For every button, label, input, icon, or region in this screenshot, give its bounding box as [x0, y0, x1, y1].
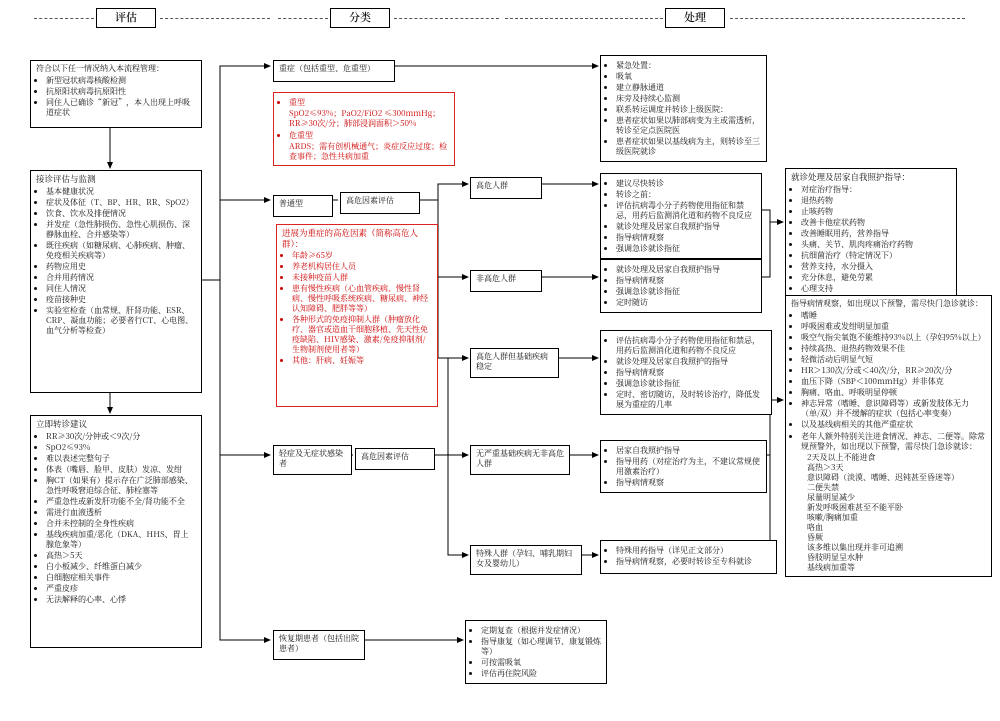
handle-r_c3: 评估抗病毒小分子药物使用指征和禁忌，用药后监测消化道和药物不良反应就诊处理及居家… — [600, 330, 772, 415]
evaluation-box: 接诊评估与监测基本健康状况症状及体征（T、BP、HR、RR、SpO2）饮食、饮水… — [30, 170, 202, 393]
handle-r_c4: 居家自我照护指导指导用药（对症治疗为主，不建议常规使用激素治疗）指导病情观察 — [600, 440, 767, 493]
handle-r_recover: 定期复查（根据并发症情况）指导康复（如心理调节、康复锻炼等）可按需吸氧评估再住院… — [465, 620, 607, 684]
intro-box: 符合以下任一情况纳入本流程管理：新型冠状病毒核酸检测抗原阳状病毒抗原阳性同住人已… — [30, 60, 202, 128]
category-c5: 特殊人群（孕妇、哺乳期妇女及婴幼儿） — [470, 545, 582, 575]
header-dash — [394, 18, 499, 19]
handle-r_emerg: 紧急处置：吸氧建立静脉通道床旁及持续心监测联系转运调度并转诊上级医院：患者症状如… — [600, 55, 767, 162]
criteria-severe-box: 重型SpO2≤93%；PaO2/FiO2 ≤300mmHg；RR≥30次/分；肺… — [273, 92, 455, 166]
common-label: 普通型 — [273, 195, 333, 217]
category-c1: 高危人群 — [470, 177, 542, 199]
header-dash — [34, 18, 94, 19]
risk-factors-box: 进展为重症的高危因素（简称高危人群）：年龄≥65岁养老机构居住人员未接种疫苗人群… — [276, 224, 438, 407]
section-header: 评估 — [96, 8, 156, 28]
risk-assess-1: 高危因素评估 — [340, 192, 420, 214]
handle-r_warn: 指导病情观察，如出现以下预警，需尽快门急诊就诊：嗜睡呼吸困难或发绀明显加重吸空气… — [785, 295, 992, 577]
risk-assess-2: 高危因素评估 — [355, 448, 435, 470]
section-header: 分类 — [330, 8, 390, 28]
handle-r_c2: 就诊处理及居家自我照护指导指导病情观察强调急诊就诊指征定时随访 — [600, 259, 762, 313]
header-dash — [505, 18, 663, 19]
handle-r_c5: 特殊用药指导（详见正文部分）指导病情观察，必要时转诊至专科就诊 — [600, 540, 777, 574]
category-c4: 无严重基础疾病无非高危人群 — [470, 445, 570, 475]
flowchart-page: 评估 分类 处理符合以下任一情况纳入本流程管理：新型冠状病毒核酸检测抗原阳状病毒抗原… — [0, 0, 1000, 721]
handle-r_home: 就诊处理及居家自我照护指导：对症治疗指导：退热药物止咳药物改善卡他症状药物改善睡… — [785, 168, 957, 310]
section-header: 处理 — [665, 8, 725, 28]
handle-r_fast: 建议尽快转诊转诊之前：评估抗病毒小分子药物使用指征和禁忌，用药后监测消化道和药物… — [600, 173, 762, 259]
header-dash — [730, 18, 965, 19]
header-dash — [278, 18, 328, 19]
severe-label: 重症（包括重型、危重型） — [273, 60, 395, 82]
category-c3: 高危人群但基础疾病稳定 — [470, 348, 559, 378]
header-dash — [160, 18, 270, 19]
recovery-label: 恢复期患者（包括出院患者） — [273, 630, 365, 660]
category-c2: 非高危人群 — [470, 270, 542, 292]
immediate-referral-box: 立即转诊建议RR≥30次/分钟或＜9次/分SpO2≤93%难以表述完整句子体表（… — [30, 415, 202, 648]
mild-label: 轻症及无症状感染者 — [273, 445, 352, 475]
